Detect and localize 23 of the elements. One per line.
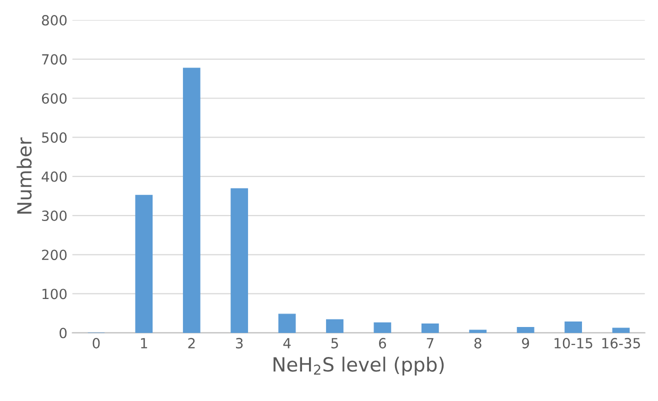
x-axis-title: NeH$_{2}$S level (ppb) [274, 356, 444, 376]
y-tick-label: 500 [42, 132, 67, 143]
x-tick-label: 7 [426, 338, 434, 348]
y-tick-label: 800 [42, 15, 67, 26]
y-tick-label: 700 [42, 54, 67, 65]
x-tick-label: 16-35 [602, 338, 640, 348]
x-tick-label: 1 [141, 338, 148, 348]
x-tick-label: 6 [379, 338, 386, 348]
y-axis-title: Number [16, 137, 32, 214]
x-tick-label: 3 [236, 338, 243, 348]
x-tick-label: 4 [283, 338, 291, 348]
y-tick-label: 200 [42, 250, 67, 260]
x-tick-label: 9 [522, 338, 530, 348]
y-tick-label: 400 [42, 171, 67, 182]
y-tick-label: 300 [42, 210, 67, 222]
y-tick-label: 0 [60, 328, 67, 338]
y-tick-label: 600 [42, 93, 67, 104]
x-tick-label: 0 [92, 338, 100, 348]
x-tick-label: 2 [188, 338, 195, 348]
x-tick-label: 8 [474, 338, 482, 348]
x-tick-label: 5 [331, 338, 338, 348]
y-tick-label: 100 [42, 288, 67, 300]
x-tick-label: 10-15 [554, 338, 592, 348]
